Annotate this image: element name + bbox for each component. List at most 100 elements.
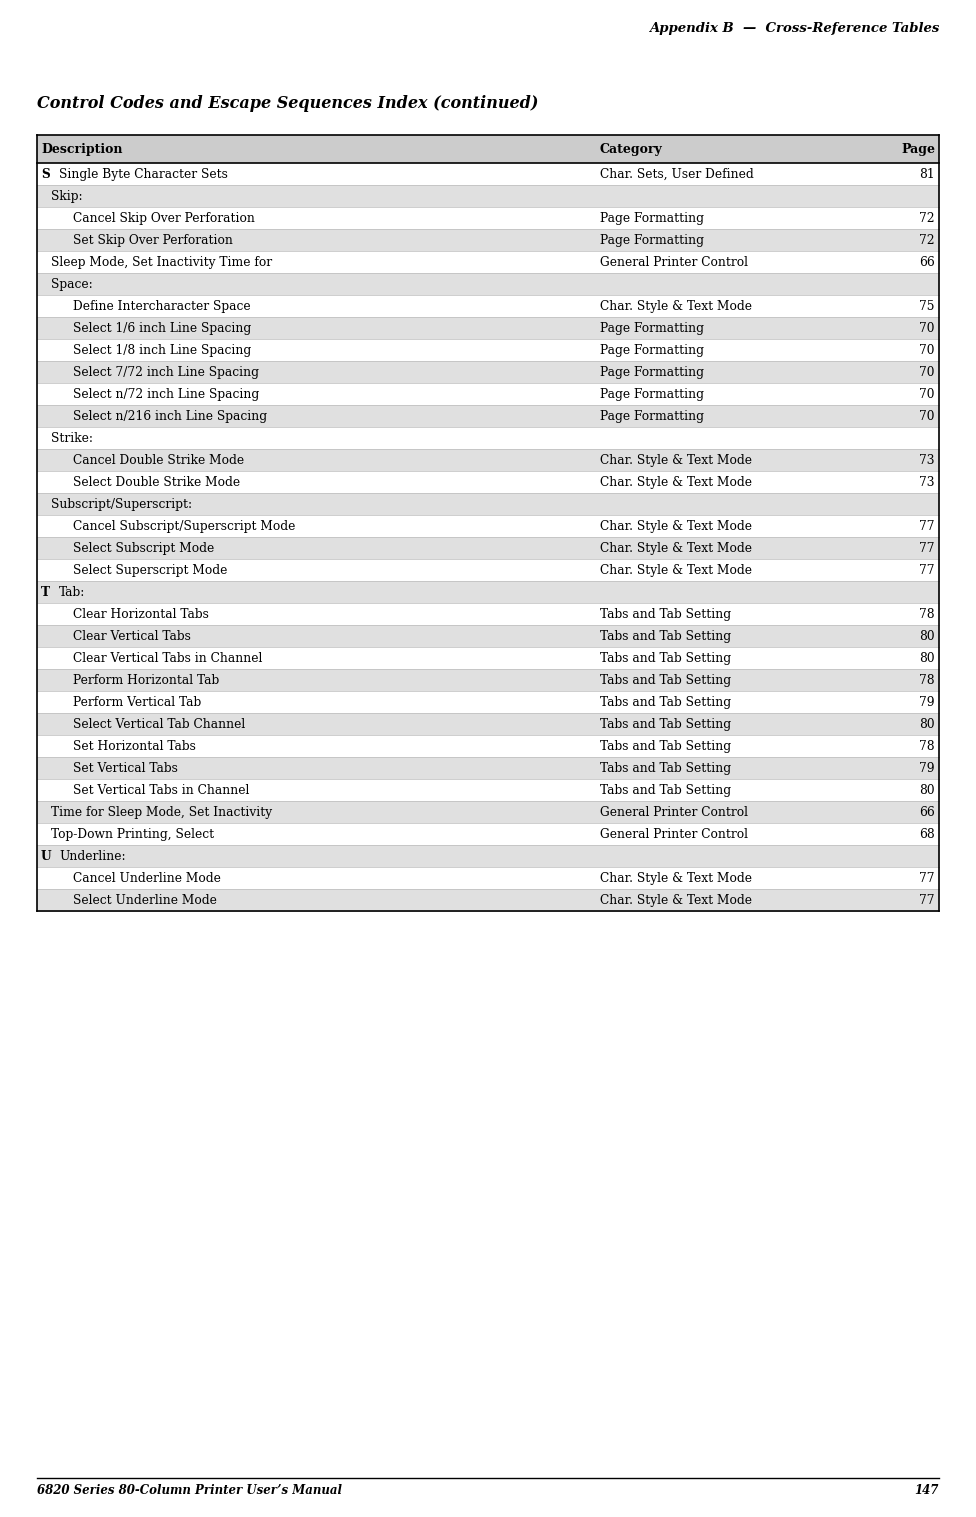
Text: Char. Style & Text Mode: Char. Style & Text Mode (600, 894, 752, 907)
Text: 73: 73 (919, 454, 935, 467)
Text: Tabs and Tab Setting: Tabs and Tab Setting (600, 783, 731, 796)
Bar (37, 646, 939, 669)
Text: 77: 77 (919, 519, 935, 532)
Bar (37, 824, 939, 845)
Text: Underline:: Underline: (59, 850, 126, 863)
Text: Tabs and Tab Setting: Tabs and Tab Setting (600, 762, 731, 775)
Text: Char. Style & Text Mode: Char. Style & Text Mode (600, 475, 752, 488)
Text: Clear Vertical Tabs in Channel: Clear Vertical Tabs in Channel (73, 651, 263, 664)
Text: 78: 78 (919, 739, 935, 752)
Text: Set Vertical Tabs: Set Vertical Tabs (73, 762, 178, 775)
Text: 70: 70 (919, 387, 935, 400)
Bar (37, 868, 939, 889)
Text: Page Formatting: Page Formatting (600, 366, 704, 379)
Bar (37, 185, 939, 206)
Text: Appendix B  —  Cross-Reference Tables: Appendix B — Cross-Reference Tables (649, 23, 939, 35)
Text: Single Byte Character Sets: Single Byte Character Sets (59, 167, 227, 181)
Text: Select Double Strike Mode: Select Double Strike Mode (73, 475, 240, 488)
Text: Top-Down Printing, Select: Top-Down Printing, Select (51, 827, 214, 840)
Bar (37, 405, 939, 426)
Bar (37, 558, 939, 581)
Text: Char. Style & Text Mode: Char. Style & Text Mode (600, 519, 752, 532)
Text: 6820 Series 80-Column Printer User’s Manual: 6820 Series 80-Column Printer User’s Man… (37, 1484, 342, 1497)
Text: Tabs and Tab Setting: Tabs and Tab Setting (600, 651, 731, 664)
Text: 77: 77 (919, 871, 935, 884)
Bar (37, 780, 939, 801)
Text: Select 1/6 inch Line Spacing: Select 1/6 inch Line Spacing (73, 322, 251, 335)
Text: Strike:: Strike: (51, 431, 93, 444)
Text: 77: 77 (919, 894, 935, 907)
Text: Set Skip Over Perforation: Set Skip Over Perforation (73, 234, 233, 246)
Text: S: S (41, 167, 50, 181)
Text: Char. Sets, User Defined: Char. Sets, User Defined (600, 167, 753, 181)
Bar (37, 713, 939, 736)
Text: Char. Style & Text Mode: Char. Style & Text Mode (600, 454, 752, 467)
Text: Page Formatting: Page Formatting (600, 387, 704, 400)
Text: Define Intercharacter Space: Define Intercharacter Space (73, 299, 251, 313)
Text: 147: 147 (915, 1484, 939, 1497)
Text: General Printer Control: General Printer Control (600, 806, 748, 819)
Text: 73: 73 (919, 475, 935, 488)
Text: Space:: Space: (51, 278, 93, 290)
Text: U: U (41, 850, 52, 863)
Text: Tabs and Tab Setting: Tabs and Tab Setting (600, 695, 731, 708)
Text: Clear Vertical Tabs: Clear Vertical Tabs (73, 630, 191, 643)
Text: 72: 72 (919, 234, 935, 246)
Text: Page: Page (901, 143, 935, 156)
Bar (37, 470, 939, 493)
Text: 70: 70 (919, 366, 935, 379)
Bar (37, 382, 939, 405)
Text: Select 1/8 inch Line Spacing: Select 1/8 inch Line Spacing (73, 343, 251, 356)
Text: Set Horizontal Tabs: Set Horizontal Tabs (73, 739, 196, 752)
Text: Select 7/72 inch Line Spacing: Select 7/72 inch Line Spacing (73, 366, 259, 379)
Text: Clear Horizontal Tabs: Clear Horizontal Tabs (73, 607, 209, 620)
Text: T: T (41, 586, 50, 599)
Text: 75: 75 (919, 299, 935, 313)
Text: Tabs and Tab Setting: Tabs and Tab Setting (600, 718, 731, 731)
Text: Sleep Mode, Set Inactivity Time for: Sleep Mode, Set Inactivity Time for (51, 255, 272, 269)
Bar (37, 514, 939, 537)
Text: Perform Vertical Tab: Perform Vertical Tab (73, 695, 201, 708)
Text: 80: 80 (919, 651, 935, 664)
Text: Tabs and Tab Setting: Tabs and Tab Setting (600, 607, 731, 620)
Bar (37, 449, 939, 470)
Text: Page Formatting: Page Formatting (600, 211, 704, 225)
Bar (37, 317, 939, 338)
Bar (37, 757, 939, 780)
Text: Set Vertical Tabs in Channel: Set Vertical Tabs in Channel (73, 783, 250, 796)
Text: Category: Category (600, 143, 663, 156)
Text: 81: 81 (919, 167, 935, 181)
Text: Select n/72 inch Line Spacing: Select n/72 inch Line Spacing (73, 387, 260, 400)
Bar (37, 537, 939, 558)
Text: 66: 66 (919, 255, 935, 269)
Text: Tabs and Tab Setting: Tabs and Tab Setting (600, 739, 731, 752)
Text: 68: 68 (919, 827, 935, 840)
Text: Select n/216 inch Line Spacing: Select n/216 inch Line Spacing (73, 410, 267, 423)
Bar (37, 338, 939, 361)
Text: Select Subscript Mode: Select Subscript Mode (73, 542, 215, 555)
Text: 78: 78 (919, 674, 935, 687)
Bar (37, 273, 939, 294)
Text: 66: 66 (919, 806, 935, 819)
Text: Char. Style & Text Mode: Char. Style & Text Mode (600, 299, 752, 313)
Text: Perform Horizontal Tab: Perform Horizontal Tab (73, 674, 220, 687)
Text: Page Formatting: Page Formatting (600, 234, 704, 246)
Text: 79: 79 (919, 695, 935, 708)
Text: Tab:: Tab: (59, 586, 85, 599)
Bar (37, 493, 939, 514)
Text: 80: 80 (919, 783, 935, 796)
Text: Char. Style & Text Mode: Char. Style & Text Mode (600, 542, 752, 555)
Bar (37, 294, 939, 317)
Bar (37, 206, 939, 229)
Text: 77: 77 (919, 563, 935, 576)
Bar (37, 135, 939, 162)
Text: General Printer Control: General Printer Control (600, 827, 748, 840)
Text: Page Formatting: Page Formatting (600, 322, 704, 335)
Bar (37, 602, 939, 625)
Text: 79: 79 (919, 762, 935, 775)
Bar (37, 801, 939, 824)
Text: Select Underline Mode: Select Underline Mode (73, 894, 217, 907)
Text: Subscript/Superscript:: Subscript/Superscript: (51, 498, 192, 511)
Text: 77: 77 (919, 542, 935, 555)
Text: Cancel Double Strike Mode: Cancel Double Strike Mode (73, 454, 244, 467)
